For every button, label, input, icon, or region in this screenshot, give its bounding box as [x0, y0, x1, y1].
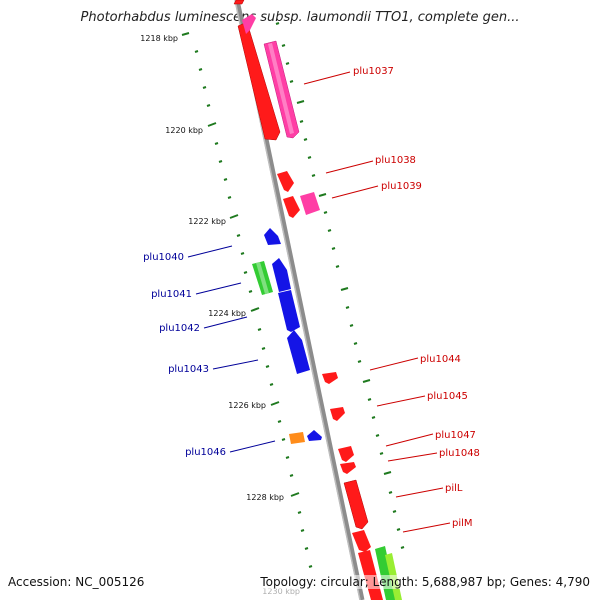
accession-label: Accession: NC_005126	[8, 575, 145, 589]
gene-arrows-inner	[233, 0, 322, 444]
kbp-label: 1220 kbp	[165, 126, 203, 135]
gene-label-plu1047[interactable]: plu1047	[435, 430, 476, 441]
gene-label-pilL[interactable]: pilL	[445, 483, 463, 494]
gene-label-plu1041[interactable]: plu1041	[151, 289, 192, 300]
leader-plu1042	[203, 316, 248, 329]
right-tick-ring	[275, 22, 405, 549]
leader-plu1041	[195, 282, 242, 295]
gene-arrow-plu1045[interactable]	[330, 407, 345, 421]
leader-pilL	[395, 487, 444, 498]
gene-arrow-plu1037-shade	[268, 43, 294, 134]
leader-plu1039	[331, 185, 379, 199]
gene-label-plu1044[interactable]: plu1044	[420, 354, 461, 365]
gene-label-plu1037[interactable]: plu1037	[353, 66, 394, 77]
gene-label-plu1042[interactable]: plu1042	[159, 323, 200, 334]
leader-plu1043	[212, 359, 259, 370]
kbp-label: 1218 kbp	[140, 34, 178, 43]
leader-plu1045	[376, 395, 426, 407]
leader-plu1040	[187, 245, 233, 258]
gene-arrow-plu1040[interactable]	[264, 228, 281, 245]
gene-arrow-plu1039-pink[interactable]	[300, 192, 320, 215]
gene-arrow-plu1046-orange[interactable]	[289, 432, 305, 444]
gene-label-plu1043[interactable]: plu1043	[168, 364, 209, 375]
gene-arrow-plu1041-shade	[256, 262, 269, 294]
leader-plu1038	[325, 160, 374, 174]
gene-arrow-pilM[interactable]	[352, 530, 371, 552]
gene-arrow-pilL[interactable]	[343, 479, 369, 530]
topology-label: Topology: circular; Length: 5,688,987 bp…	[260, 575, 590, 589]
leader-pilM	[402, 522, 451, 533]
kbp-label: 1222 kbp	[188, 217, 226, 226]
map-title: Photorhabdus luminescens subsp. laumondi…	[80, 10, 520, 25]
gene-arrow-plu1042[interactable]	[272, 258, 291, 292]
gene-arrow-plu1043[interactable]	[287, 330, 310, 374]
kbp-label: 1230 kbp	[262, 587, 300, 596]
gene-label-plu1046[interactable]: plu1046	[185, 447, 226, 458]
gene-label-plu1048[interactable]: plu1048	[439, 448, 480, 459]
gene-label-plu1040[interactable]: plu1040	[143, 252, 184, 263]
gene-arrow-plu1047[interactable]	[338, 446, 354, 462]
gene-arrow-plu1046[interactable]	[307, 430, 322, 441]
gene-label-pilM[interactable]: pilM	[452, 518, 473, 529]
kbp-label: 1226 kbp	[228, 401, 266, 410]
leader-plu1047	[385, 433, 434, 447]
leader-plu1044	[369, 357, 419, 371]
gene-arrow-plu1044[interactable]	[322, 372, 338, 384]
gene-label-plu1045[interactable]: plu1045	[427, 391, 468, 402]
gene-arrow-plu1048[interactable]	[340, 462, 356, 474]
kbp-label: 1228 kbp	[246, 493, 284, 502]
leader-plu1046	[229, 440, 276, 453]
label-leader-lines	[187, 71, 451, 533]
left-tick-ring	[181, 32, 313, 568]
leader-plu1037	[303, 71, 351, 85]
gene-label-plu1039[interactable]: plu1039	[381, 181, 422, 192]
gene-arrow[interactable]	[242, 14, 256, 34]
gene-arrow-plu1042-b[interactable]	[278, 290, 300, 332]
gene-arrow-plu1039[interactable]	[283, 196, 300, 218]
kbp-label: 1224 kbp	[208, 309, 246, 318]
gene-label-plu1038[interactable]: plu1038	[375, 155, 416, 166]
gene-arrow[interactable]	[233, 0, 245, 5]
leader-plu1048	[387, 452, 438, 462]
gene-arrow-plu1038[interactable]	[277, 171, 294, 192]
